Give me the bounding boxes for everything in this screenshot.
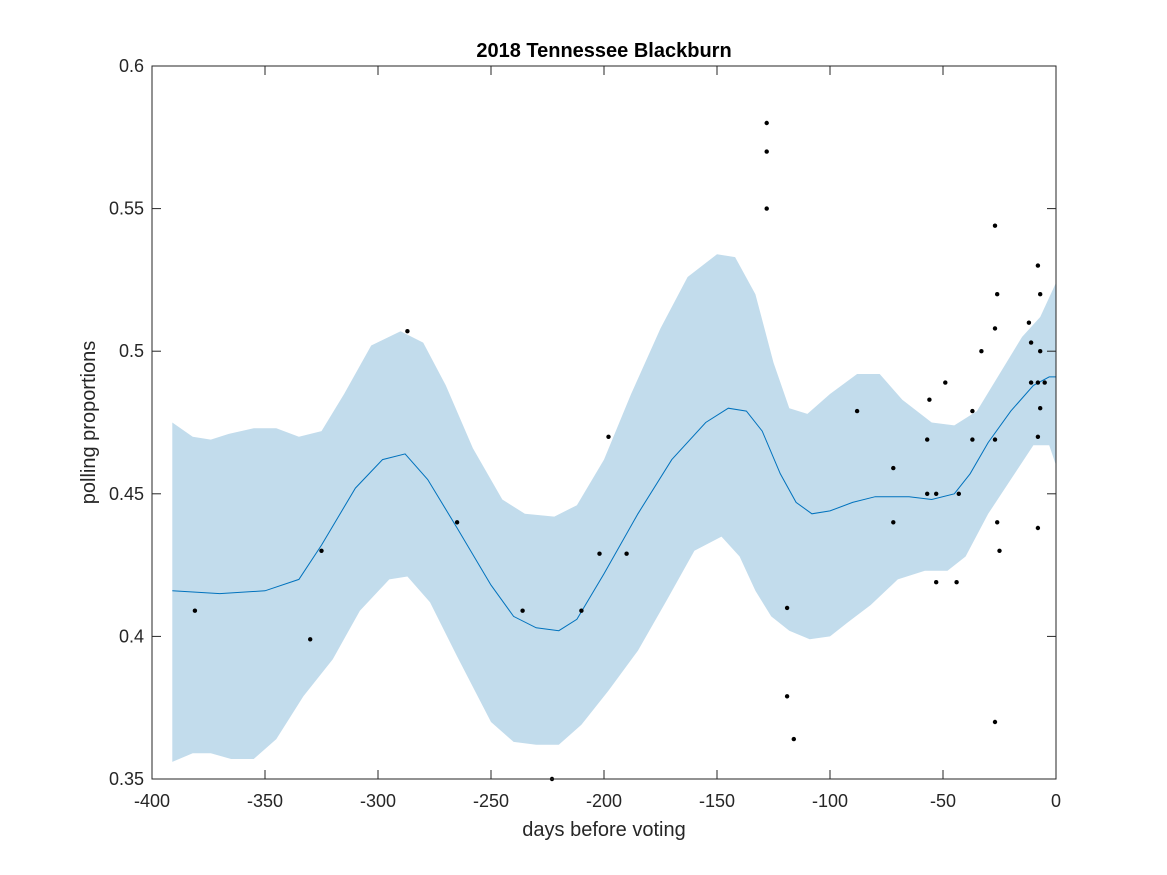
data-point (997, 548, 1002, 553)
data-point (784, 605, 790, 611)
data-point (1035, 263, 1041, 268)
data-point (1038, 292, 1043, 297)
data-point (992, 719, 998, 725)
data-point (1038, 406, 1043, 411)
data-point (943, 380, 948, 385)
data-point (891, 465, 896, 471)
data-point (934, 580, 939, 585)
data-point (624, 551, 629, 556)
data-point (405, 329, 410, 334)
data-point (764, 120, 769, 126)
data-point (764, 206, 769, 211)
plot-area (172, 120, 1057, 782)
data-point (454, 520, 460, 525)
data-point (308, 637, 313, 642)
data-point (1035, 380, 1041, 385)
y-tick-label: 0.55 (109, 199, 144, 219)
confidence-band (172, 254, 1057, 762)
y-tick-label: 0.35 (109, 769, 144, 789)
data-point (192, 608, 198, 613)
y-tick-label: 0.6 (119, 56, 144, 76)
data-point (934, 491, 939, 496)
data-point (784, 694, 790, 699)
data-point (970, 408, 975, 414)
data-point (1028, 340, 1034, 345)
data-points (192, 120, 1047, 782)
data-point (319, 548, 324, 553)
data-point (1035, 525, 1041, 531)
data-point (1028, 380, 1034, 385)
fit-line (172, 376, 1056, 632)
data-point (764, 149, 769, 154)
data-point (925, 437, 930, 442)
x-tick-label: -400 (134, 791, 170, 811)
axis-tick-labels: -400 -350 -300 -250 -200 -150 -100 -50 0 0.35 0.4 0… (109, 56, 1061, 811)
data-point (979, 349, 984, 354)
axis-ticks (151, 65, 1057, 780)
data-point (520, 608, 525, 613)
chart-title: 2018 Tennessee Blackburn (476, 40, 731, 62)
data-point (995, 292, 1000, 297)
data-point (992, 437, 998, 442)
data-point (925, 491, 930, 496)
data-point (854, 408, 860, 414)
data-point (606, 434, 611, 439)
data-point (1035, 434, 1041, 439)
data-point (970, 437, 975, 442)
data-point (1026, 320, 1032, 325)
x-tick-label: -50 (930, 791, 956, 811)
data-point (891, 520, 896, 525)
x-tick-label: -350 (247, 791, 283, 811)
x-tick-label: -200 (586, 791, 622, 811)
x-tick-label: -100 (812, 791, 848, 811)
x-tick-label: -300 (360, 791, 396, 811)
data-point (1042, 380, 1047, 385)
data-point (956, 491, 961, 496)
data-point (992, 223, 998, 228)
y-tick-label: 0.45 (109, 484, 144, 504)
data-point (791, 736, 796, 742)
x-tick-label: -250 (473, 791, 509, 811)
data-point (954, 580, 959, 585)
y-tick-label: 0.5 (119, 341, 144, 361)
data-point (995, 520, 1000, 525)
data-point (1038, 349, 1043, 354)
data-point (992, 326, 998, 331)
data-point (597, 551, 602, 556)
data-point (579, 608, 584, 613)
x-axis-label: days before voting (522, 819, 685, 841)
y-tick-label: 0.4 (119, 626, 144, 646)
x-tick-label: -150 (699, 791, 735, 811)
x-tick-label: 0 (1051, 791, 1061, 811)
data-point (927, 397, 932, 402)
y-axis-label: polling proportions (78, 341, 100, 504)
